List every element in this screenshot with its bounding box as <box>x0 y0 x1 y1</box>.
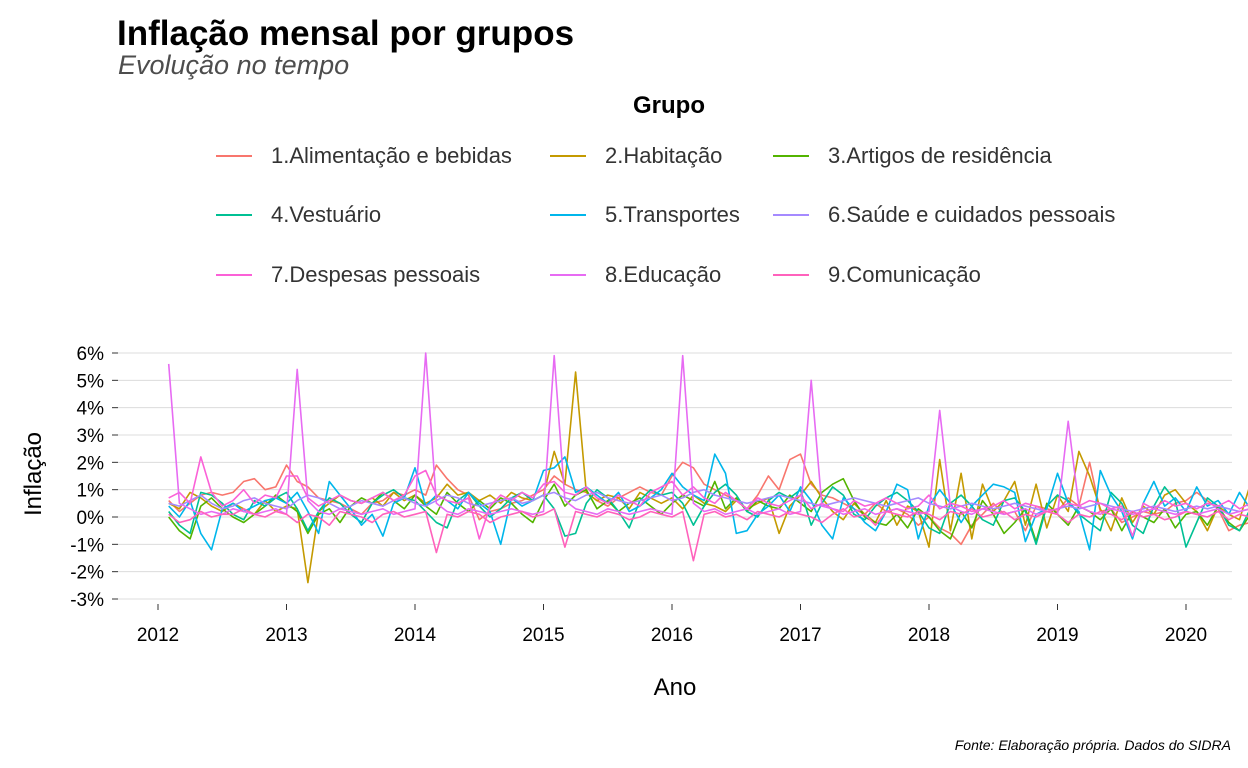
y-tick-label: 1% <box>77 481 105 502</box>
legend-key <box>773 155 809 157</box>
series-line-7 <box>168 456 1248 540</box>
legend-key <box>773 274 809 276</box>
legend-item: 8.Educação <box>550 262 721 288</box>
y-tick-label: -1% <box>70 535 104 556</box>
x-tick-label: 2014 <box>394 625 437 646</box>
y-tick-label: 0% <box>77 508 105 529</box>
legend-item: 9.Comunicação <box>773 262 981 288</box>
y-tick-label: 6% <box>77 344 105 365</box>
legend-label: 3.Artigos de residência <box>828 143 1052 168</box>
legend-label: 7.Despesas pessoais <box>271 262 481 287</box>
x-tick-label: 2018 <box>908 625 950 646</box>
legend-label: 6.Saúde e cuidados pessoais <box>828 202 1116 227</box>
chart-title: Inflação mensal por grupos <box>117 14 575 53</box>
legend-label: 4.Vestuário <box>271 202 382 227</box>
legend-item: 6.Saúde e cuidados pessoais <box>773 202 1115 228</box>
y-tick-label: 3% <box>77 426 105 447</box>
x-tick-label: 2016 <box>651 625 693 646</box>
y-axis-title: Inflação <box>20 432 47 516</box>
x-tick-label: 2015 <box>522 625 564 646</box>
legend-key <box>550 155 586 157</box>
series-line-5 <box>168 453 1248 551</box>
legend-label: 2.Habitação <box>605 143 723 168</box>
legend-key <box>216 155 252 157</box>
legend-item: 4.Vestuário <box>216 202 381 228</box>
legend-item: 5.Transportes <box>550 202 740 228</box>
legend-item: 7.Despesas pessoais <box>216 262 480 288</box>
legend-item: 1.Alimentação e bebidas <box>216 143 512 169</box>
source-caption: Fonte: Elaboração própria. Dados do SIDR… <box>954 737 1231 753</box>
y-tick-label: 2% <box>77 453 105 474</box>
chart-subtitle: Evolução no tempo <box>118 50 350 80</box>
x-tick-label: 2013 <box>265 625 307 646</box>
y-tick-label: 5% <box>77 371 105 392</box>
series-line-9 <box>168 507 1248 562</box>
y-tick-label: 4% <box>77 399 105 420</box>
legend-label: 9.Comunicação <box>828 262 981 287</box>
series-line-8 <box>167 352 1248 516</box>
legend: 1.Alimentação e bebidas 2.Habitação 3.Arti… <box>0 0 1248 300</box>
legend-label: 1.Alimentação e bebidas <box>271 143 512 168</box>
x-axis-title: Ano <box>654 674 697 701</box>
legend-item: 3.Artigos de residência <box>773 143 1052 169</box>
x-tick-label: 2012 <box>137 625 179 646</box>
legend-item: 2.Habitação <box>550 143 722 169</box>
legend-key <box>216 274 252 276</box>
y-tick-label: -2% <box>70 563 104 584</box>
y-tick-label: -3% <box>70 590 104 611</box>
legend-key <box>550 214 586 216</box>
legend-label: 8.Educação <box>605 262 722 287</box>
legend-label: 5.Transportes <box>605 202 740 227</box>
legend-key <box>773 214 809 216</box>
x-tick-label: 2019 <box>1036 625 1078 646</box>
x-tick-label: 2017 <box>779 625 821 646</box>
legend-title: Grupo <box>633 92 705 119</box>
x-tick-label: 2020 <box>1165 625 1207 646</box>
legend-key <box>550 274 586 276</box>
legend-key <box>216 214 252 216</box>
